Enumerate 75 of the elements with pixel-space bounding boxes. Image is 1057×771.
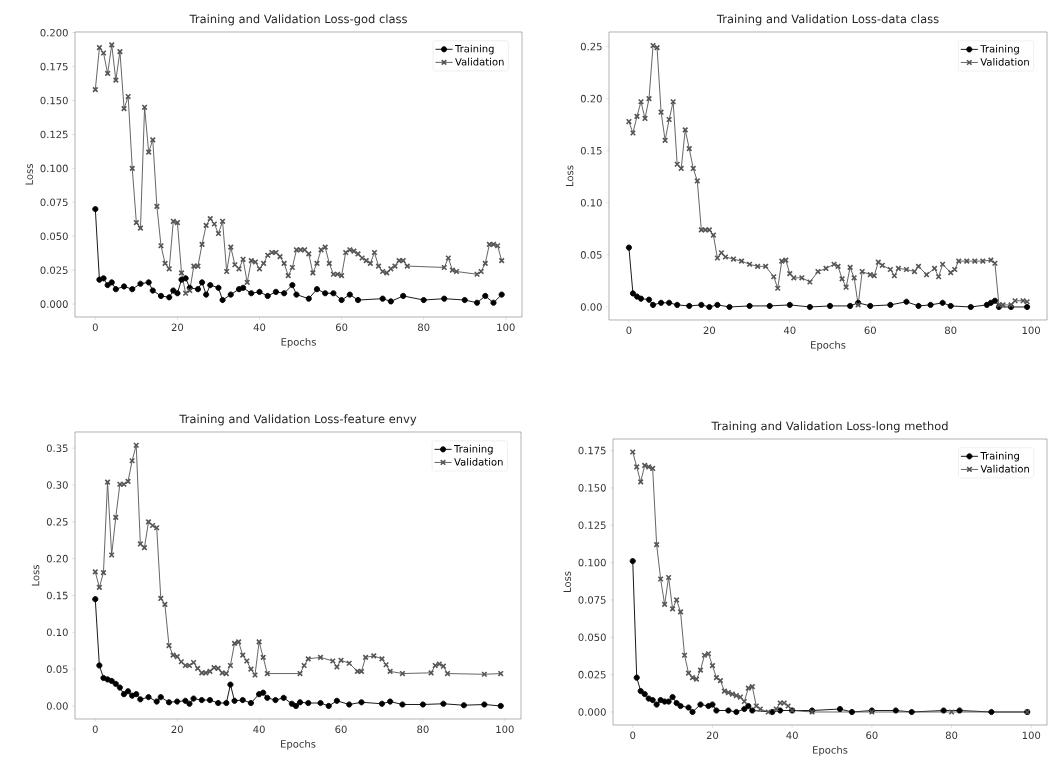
x-axis-title: Epochs xyxy=(281,739,316,750)
y-tick-label: 0.20 xyxy=(580,94,602,103)
y-tick-label: 0.25 xyxy=(580,42,602,51)
y-tick-label: 0.100 xyxy=(40,164,68,173)
y-tick-label: 0.05 xyxy=(580,251,602,259)
chart-title: Training and Validation Loss-long method xyxy=(711,421,948,433)
y-tick-label: 0.000 xyxy=(578,708,606,716)
y-tick-label: 0.25 xyxy=(46,518,68,526)
x-tick-label: 100 xyxy=(1022,326,1041,335)
y-tick-label: 0.150 xyxy=(40,96,68,105)
y-axis-title: Loss xyxy=(563,571,571,592)
y-tick-label: 0.050 xyxy=(578,633,606,642)
y-tick-label: 0.10 xyxy=(46,628,68,637)
y-tick-label: 0.175 xyxy=(40,62,68,71)
x-tick-label: 20 xyxy=(706,731,719,740)
x-tick-label: 60 xyxy=(335,323,348,332)
y-tick-label: 0.00 xyxy=(46,702,68,710)
chart-title: Training and Validation Loss-god class xyxy=(189,14,407,26)
x-axis-title: Epochs xyxy=(811,340,846,351)
y-tick-label: 0.025 xyxy=(578,670,606,679)
y-tick-label: 0.075 xyxy=(578,596,606,604)
y-axis-title: Loss xyxy=(565,165,574,186)
legend-label: Validation xyxy=(980,57,1029,66)
x-axis-title: Epochs xyxy=(813,745,848,756)
x-axis-title: Epochs xyxy=(281,337,316,348)
y-tick-label: 0.050 xyxy=(40,232,68,241)
y-tick-label: 0.10 xyxy=(580,199,602,207)
y-tick-label: 0.30 xyxy=(46,481,68,489)
y-tick-label: 0.000 xyxy=(40,300,68,308)
x-tick-label: 20 xyxy=(171,323,184,332)
y-tick-label: 0.125 xyxy=(40,130,68,139)
x-tick-label: 40 xyxy=(783,326,796,335)
legend-label: Validation xyxy=(455,57,504,66)
y-axis-title: Loss xyxy=(31,565,40,586)
y-tick-label: 0.15 xyxy=(580,146,602,155)
legend-label: Training xyxy=(980,451,1019,462)
x-tick-label: 80 xyxy=(417,725,429,734)
legend-label: Training xyxy=(980,44,1019,55)
x-tick-label: 0 xyxy=(92,323,98,332)
chart-title: Training and Validation Loss-feature envy xyxy=(179,414,417,426)
x-tick-label: 80 xyxy=(418,323,430,332)
x-tick-label: 40 xyxy=(253,323,266,332)
y-tick-label: 0.200 xyxy=(40,28,68,37)
y-tick-label: 0.075 xyxy=(40,198,68,207)
x-tick-label: 60 xyxy=(335,725,347,734)
y-tick-label: 0.35 xyxy=(46,444,68,452)
y-tick-label: 0.15 xyxy=(46,591,68,600)
y-tick-label: 0.100 xyxy=(578,558,606,567)
x-tick-label: 80 xyxy=(945,731,958,740)
x-tick-label: 60 xyxy=(864,326,876,335)
y-tick-label: 0.125 xyxy=(578,521,606,529)
y-tick-label: 0.00 xyxy=(580,303,602,311)
legend-label: Training xyxy=(454,444,493,455)
y-tick-label: 0.20 xyxy=(46,554,68,563)
x-tick-label: 100 xyxy=(1022,731,1041,740)
x-tick-label: 0 xyxy=(626,326,632,335)
x-tick-label: 20 xyxy=(171,725,183,734)
x-tick-label: 80 xyxy=(945,326,957,335)
chart-title: Training and Validation Loss-data class xyxy=(716,14,939,26)
x-tick-label: 0 xyxy=(630,731,636,740)
x-tick-label: 0 xyxy=(92,725,98,734)
x-tick-label: 100 xyxy=(497,323,515,332)
y-tick-label: 0.05 xyxy=(46,665,68,673)
y-axis-title: Loss xyxy=(25,164,33,185)
x-tick-label: 40 xyxy=(253,725,265,734)
x-tick-label: 20 xyxy=(703,326,716,335)
x-tick-label: 60 xyxy=(866,731,878,740)
y-tick-label: 0.175 xyxy=(578,446,606,455)
legend-label: Training xyxy=(454,44,494,55)
x-tick-label: 40 xyxy=(786,731,798,740)
legend-label: Validation xyxy=(454,457,503,466)
y-tick-label: 0.150 xyxy=(578,484,606,492)
x-tick-label: 100 xyxy=(496,725,514,734)
legend-label: Validation xyxy=(980,464,1029,473)
y-tick-label: 0.025 xyxy=(40,266,68,274)
